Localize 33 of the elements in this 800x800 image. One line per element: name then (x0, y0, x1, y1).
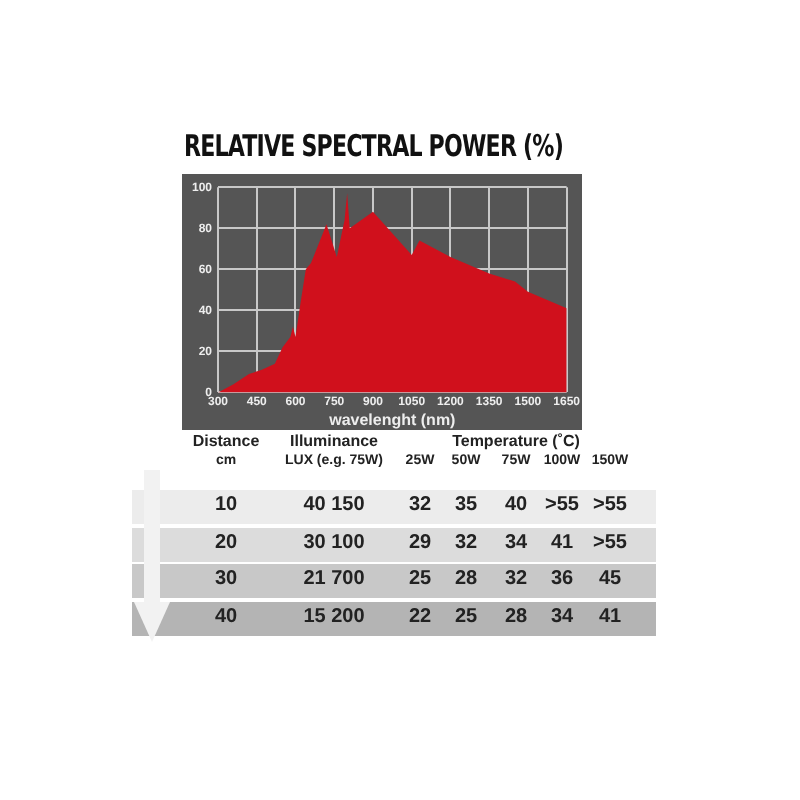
text: Distance (192, 432, 260, 450)
text: 29 (408, 531, 432, 553)
text: 28 (504, 605, 528, 627)
text: 45 (598, 568, 622, 590)
text: >55 (593, 494, 627, 516)
text: 21 700 (303, 568, 365, 590)
text: 15 200 (303, 605, 365, 627)
text: 32 (504, 568, 528, 590)
text: 34 (550, 605, 574, 627)
text: 10 (214, 494, 238, 516)
text: 35 (454, 494, 478, 516)
text: Temperature (˚C) (452, 432, 580, 450)
text: 41 (550, 531, 574, 553)
text: 32 (408, 494, 432, 516)
text: 30 (214, 568, 238, 590)
text: >55 (545, 494, 579, 516)
text: 28 (454, 568, 478, 590)
x-axis-title: wavelenght (nm) (327, 410, 457, 429)
text: 34 (504, 531, 528, 553)
text: 25 (454, 605, 478, 627)
text: 32 (454, 531, 478, 553)
text: 20 (214, 531, 238, 553)
text: 40 (214, 605, 238, 627)
text: 30 100 (303, 531, 365, 553)
text: 40 (504, 494, 528, 516)
text: 22 (408, 605, 432, 627)
text: 36 (550, 568, 574, 590)
text: Illuminance (289, 432, 379, 450)
text: 41 (598, 605, 622, 627)
text: 40 150 (303, 494, 365, 516)
text: 25 (408, 568, 432, 590)
text: >55 (593, 531, 627, 553)
chart-title: RELATIVE SPECTRAL POWER (%) (184, 128, 563, 168)
